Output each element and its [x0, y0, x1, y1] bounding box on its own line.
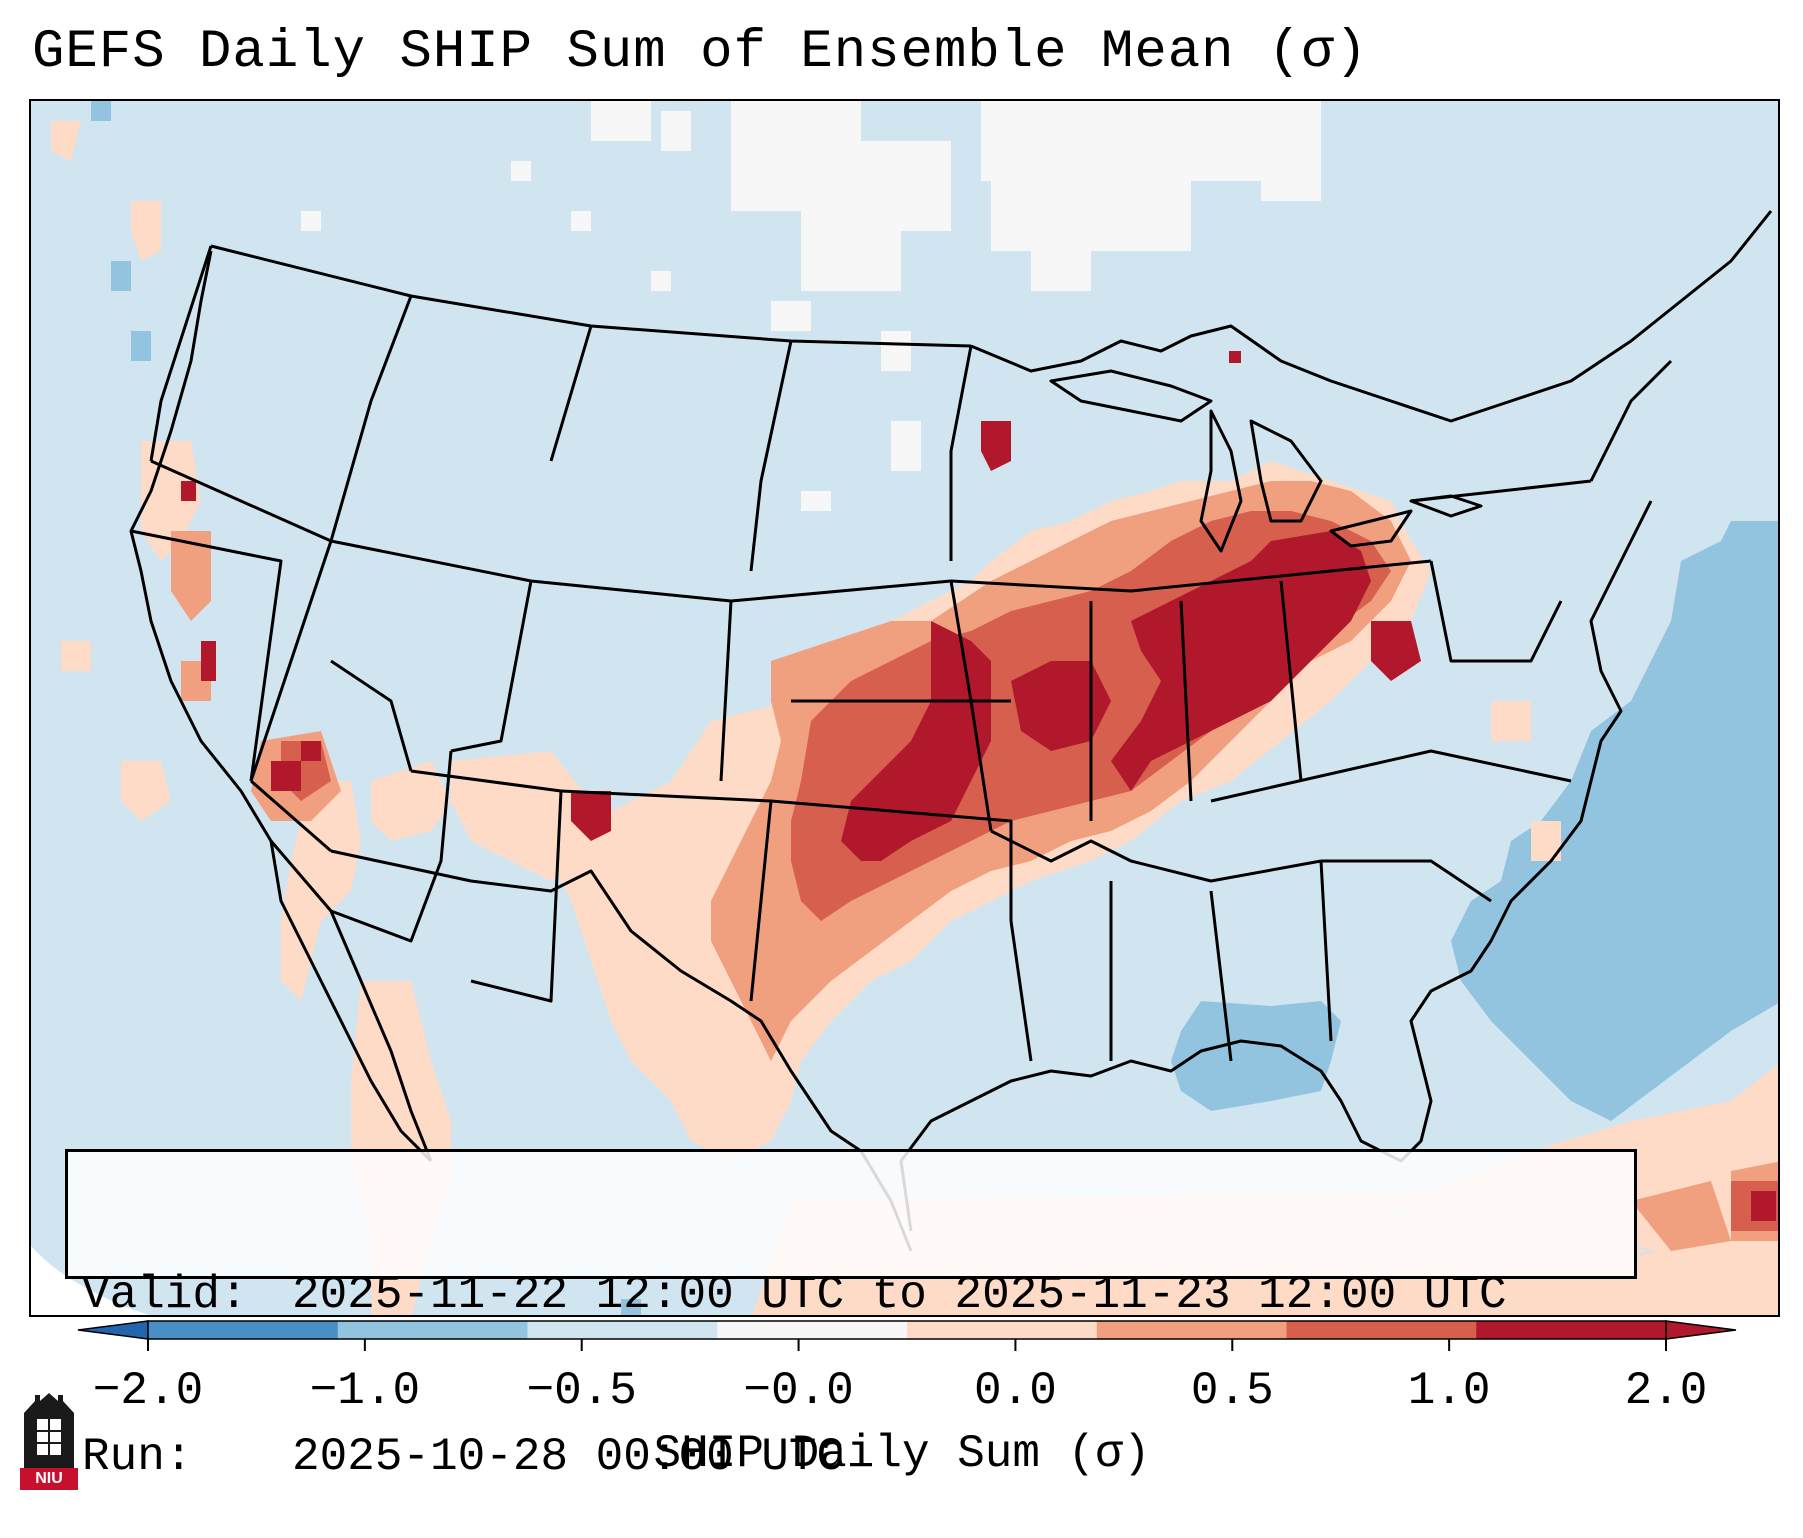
negative-areas: [91, 101, 1778, 1315]
colorbar-tick-label: −2.0: [92, 1365, 204, 1417]
west-coastline: [129, 250, 433, 1163]
valid-label: Valid:: [82, 1269, 248, 1321]
map-canvas: [31, 101, 1778, 1315]
colorbar-segment: [527, 1321, 718, 1339]
gulf-atlantic-coastline: [899, 500, 1653, 1232]
colorbar-segment: [1286, 1321, 1477, 1339]
colorbar-outline: [147, 1320, 1667, 1340]
colorbar-tick-label: 2.0: [1624, 1365, 1708, 1417]
colorbar-segment: [337, 1321, 528, 1339]
colorbar-tick-label: 0.5: [1190, 1365, 1274, 1417]
niu-logo: [24, 1393, 74, 1468]
colorbar-tick-label: −0.5: [526, 1365, 637, 1417]
chart-title: GEFS Daily SHIP Sum of Ensemble Mean (σ): [32, 22, 1369, 83]
run-value: 2025-10-28 00:00 UTC: [292, 1431, 845, 1483]
projection-corner: [31, 1246, 149, 1315]
colorbar-segment: [1476, 1321, 1667, 1339]
colorbar-under-extension: [77, 1320, 149, 1340]
colorbar-tick-label: 0.0: [974, 1365, 1057, 1417]
colorbar-segment: [1096, 1321, 1287, 1339]
logo-text: NIU: [20, 1468, 78, 1490]
colorbar-segment: [907, 1321, 1098, 1339]
colorbar-tick-label: −0.0: [743, 1365, 854, 1417]
colorbar-tick-label: 1.0: [1407, 1365, 1491, 1417]
run-label: Run:: [82, 1431, 193, 1483]
colorbar-segment: [148, 1321, 339, 1339]
positive-max-areas: [181, 351, 1776, 1221]
colorbar-label: SHIP Daily Sum (σ): [653, 1428, 1151, 1480]
boundaries: [129, 210, 1773, 1252]
colorbar-tick-label: −1.0: [309, 1365, 421, 1417]
colorbar-segment: [717, 1321, 908, 1339]
colorbar: [77, 1320, 1737, 1351]
colorbar-over-extension: [1665, 1320, 1737, 1340]
map-panel: [29, 99, 1780, 1317]
near-zero-areas: [301, 101, 1321, 511]
valid-run-info-box: Valid: 2025-11-22 12:00 UTC to 2025-11-23…: [65, 1149, 1637, 1483]
valid-value: 2025-11-22 12:00 UTC to 2025-11-23 12:00…: [292, 1269, 1507, 1321]
